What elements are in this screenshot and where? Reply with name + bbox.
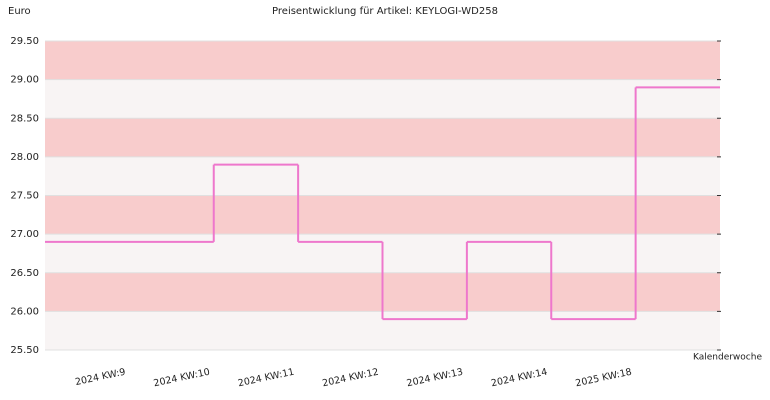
band [45,79,720,119]
x-tick-label: 2024 KW:10 [153,367,211,390]
y-tick-label: 29.50 [10,36,39,47]
band [45,156,720,196]
y-tick-label: 27.50 [10,191,39,202]
y-tick-label: 28.00 [10,152,39,163]
y-tick-label: 27.00 [10,229,39,240]
y-tick-label: 25.50 [10,345,39,356]
y-tick-label: 26.00 [10,306,39,317]
y-tick-label: 26.50 [10,268,39,279]
y-tick-label: 28.50 [10,113,39,124]
y-axis-label: Euro [8,6,31,17]
x-tick-label: 2024 KW:11 [237,367,295,390]
x-tick-label: 2024 KW:12 [321,367,379,390]
x-axis-label: Kalenderwoche [693,353,762,363]
x-tick-label: 2025 KW:18 [575,367,633,390]
band [45,195,720,235]
y-tick-label: 29.00 [10,75,39,86]
x-tick-label: 2024 KW:9 [74,367,126,388]
chart-title: Preisentwicklung für Artikel: KEYLOGI-WD… [272,6,498,17]
x-tick-label: 2024 KW:14 [490,367,548,390]
band [45,41,720,80]
x-tick-label: 2024 KW:13 [406,367,464,390]
band [45,118,720,157]
